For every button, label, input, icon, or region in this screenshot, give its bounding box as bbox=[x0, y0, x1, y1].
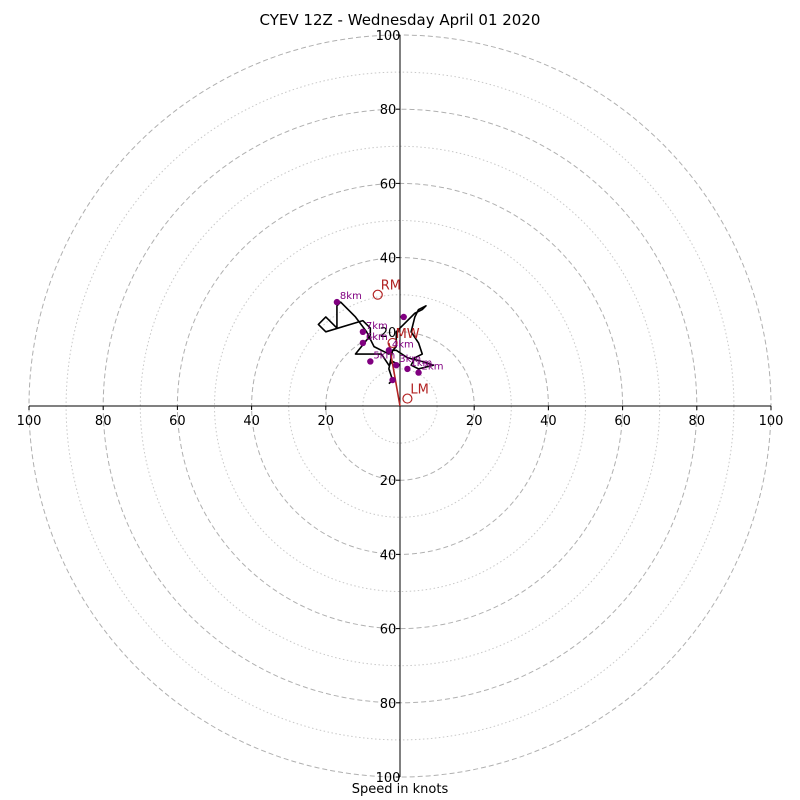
y-tick-label: 20 bbox=[380, 474, 397, 489]
height-marker bbox=[385, 347, 393, 354]
height-marker bbox=[404, 365, 411, 373]
x-tick-label: 60 bbox=[614, 414, 631, 429]
height-label: 4km bbox=[392, 339, 414, 350]
height-label: 7km bbox=[366, 321, 388, 332]
height-marker bbox=[333, 298, 341, 306]
height-label: 2km bbox=[422, 362, 444, 373]
x-tick-label: 100 bbox=[759, 414, 784, 429]
height-label: 3km bbox=[399, 354, 421, 365]
mean-wind-vector bbox=[388, 342, 401, 407]
height-label: 8km bbox=[340, 291, 362, 302]
hodograph-trace bbox=[317, 301, 435, 385]
storm-motion-marker-lm bbox=[402, 393, 413, 404]
y-tick-label: 60 bbox=[380, 177, 397, 192]
storm-motion-label-lm: LM bbox=[410, 383, 428, 398]
tick-labels: 100 80 60 40 20 20 40 60 80 100 100 80 60 40 20 20 40 60 8… bbox=[17, 29, 784, 786]
y-tick-label: 20 bbox=[380, 326, 397, 341]
hodograph-trace-group bbox=[317, 301, 435, 385]
storm-motion-group: RM LM MW bbox=[372, 279, 429, 407]
y-tick-label: 40 bbox=[380, 548, 397, 563]
x-tick-label: 20 bbox=[466, 414, 483, 429]
y-tick-label: 100 bbox=[376, 771, 401, 786]
y-tick-label: 60 bbox=[380, 623, 397, 638]
height-marker bbox=[359, 328, 367, 335]
y-tick-label: 80 bbox=[380, 697, 397, 712]
height-marker bbox=[389, 376, 396, 384]
x-axis-label: Speed in knots bbox=[351, 782, 449, 797]
height-marker bbox=[415, 369, 422, 376]
y-tick-label: 80 bbox=[380, 103, 397, 118]
x-tick-label: 80 bbox=[689, 414, 706, 429]
x-tick-label: 60 bbox=[169, 414, 186, 429]
y-tick-label: 40 bbox=[380, 252, 397, 267]
height-marker bbox=[359, 339, 367, 347]
storm-motion-label-mw: MW bbox=[396, 327, 420, 342]
x-tick-label: 100 bbox=[17, 414, 42, 429]
storm-motion-marker-mw bbox=[387, 337, 398, 349]
height-label: 1km bbox=[410, 358, 432, 369]
height-label: 5km bbox=[373, 350, 395, 361]
height-marker bbox=[400, 313, 407, 321]
height-marker bbox=[393, 361, 400, 369]
storm-motion-label-rm: RM bbox=[381, 279, 401, 294]
chart-title: CYEV 12Z - Wednesday April 01 2020 bbox=[259, 11, 541, 29]
height-label: 6km bbox=[366, 332, 388, 343]
height-marker bbox=[367, 358, 374, 365]
x-tick-label: 80 bbox=[95, 414, 112, 429]
x-tick-label: 40 bbox=[540, 414, 557, 429]
x-tick-label: 20 bbox=[318, 414, 335, 429]
storm-motion-marker-rm bbox=[372, 289, 383, 300]
x-tick-label: 40 bbox=[243, 414, 260, 429]
y-tick-label: 100 bbox=[376, 29, 401, 44]
